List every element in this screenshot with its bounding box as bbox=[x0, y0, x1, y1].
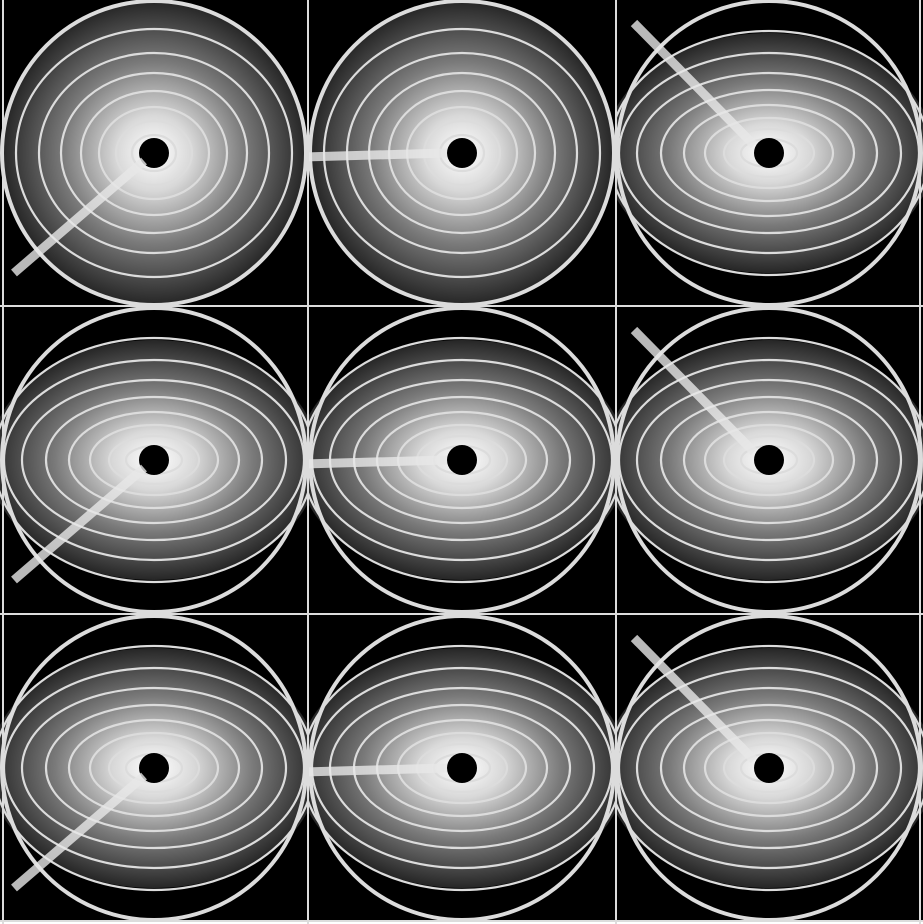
panel bbox=[615, 615, 923, 922]
panel bbox=[0, 615, 308, 922]
panel bbox=[308, 307, 616, 614]
panel bbox=[0, 0, 308, 307]
panel bbox=[308, 0, 616, 307]
panel bbox=[615, 307, 923, 614]
panel bbox=[308, 615, 616, 922]
panel bbox=[615, 0, 923, 307]
panel bbox=[0, 307, 308, 614]
